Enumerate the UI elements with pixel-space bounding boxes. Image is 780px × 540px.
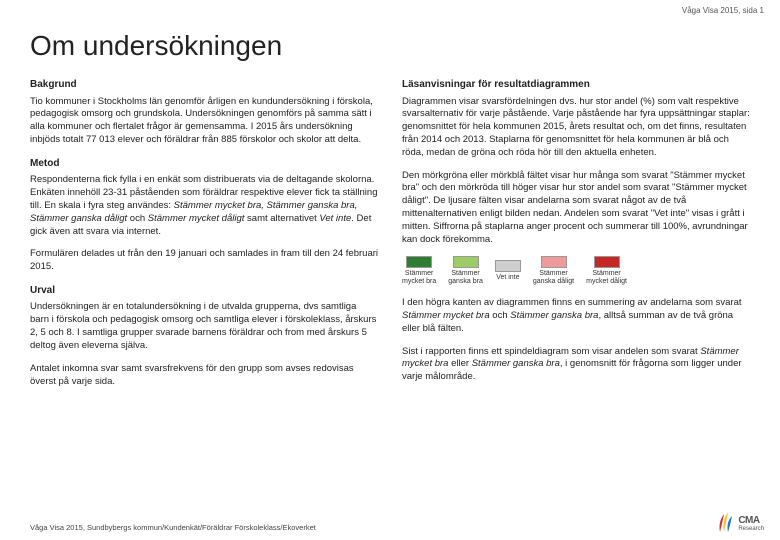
logo-bottom: Research [738,526,764,532]
para-bakgrund: Tio kommuner i Stockholms län genomför å… [30,96,378,147]
legend-item: Stämmerganska bra [448,256,483,285]
metod-1d: Stämmer mycket dåligt [148,213,245,224]
lasan-3d: Stämmer ganska bra [510,310,598,321]
metod-1f: Vet inte [319,213,351,224]
legend-label: Stämmer [405,270,433,277]
para-metod-1: Respondenterna fick fylla i en enkät som… [30,174,378,238]
para-lasan-3: I den högra kanten av diagrammen finns e… [402,297,750,335]
lasan-3a: I den högra kanten av diagrammen finns e… [402,297,742,308]
legend-label: Stämmer [592,270,620,277]
page-title: Om undersökningen [30,30,750,62]
column-left: Bakgrund Tio kommuner i Stockholms län g… [30,78,378,398]
page-header-right: Våga Visa 2015, sida 1 [682,6,764,15]
footer-left: Våga Visa 2015, Sundbybergs kommun/Kunde… [30,523,316,532]
lasan-4c: eller [448,358,471,369]
legend-label2: ganska bra [448,278,483,285]
legend-label: Stämmer [451,270,479,277]
legend-swatch [594,256,620,268]
para-metod-2: Formulären delades ut från den 19 januar… [30,248,378,274]
para-lasan-2: Den mörkgröna eller mörkblå fältet visar… [402,170,750,247]
legend-swatch [453,256,479,268]
heading-lasan: Läsanvisningar för resultatdiagrammen [402,78,750,92]
para-lasan-4: Sist i rapporten finns ett spindeldiagra… [402,346,750,384]
legend-item: Stämmermycket bra [402,256,436,285]
para-urval-2: Antalet inkomna svar samt svarsfrekvens … [30,363,378,389]
legend-label: Stämmer [539,270,567,277]
flame-icon [716,512,734,534]
legend-item: Vet inte [495,260,521,281]
logo: CMA Research [716,512,764,534]
logo-top: CMA [738,515,759,526]
logo-text: CMA Research [738,515,764,532]
legend-swatch [541,256,567,268]
para-urval-1: Undersökningen är en totalundersökning i… [30,301,378,352]
legend-swatch [406,256,432,268]
legend-item: Stämmermycket dåligt [586,256,627,285]
metod-1c: och [127,213,148,224]
legend-label: Vet inte [496,274,519,281]
legend-swatch [495,260,521,272]
page: Våga Visa 2015, sida 1 Om undersökningen… [0,0,780,540]
legend-label2: ganska dåligt [533,278,574,285]
metod-1e: samt alternativet [244,213,319,224]
lasan-4d: Stämmer ganska bra [472,358,560,369]
heading-metod: Metod [30,157,378,171]
lasan-3b: Stämmer mycket bra [402,310,490,321]
column-right: Läsanvisningar för resultatdiagrammen Di… [402,78,750,398]
heading-urval: Urval [30,284,378,298]
legend-label2: mycket dåligt [586,278,627,285]
legend-label2: mycket bra [402,278,436,285]
para-lasan-1: Diagrammen visar svarsfördelningen dvs. … [402,96,750,160]
lasan-3c: och [490,310,511,321]
legend-item: Stämmerganska dåligt [533,256,574,285]
legend: Stämmermycket bra Stämmerganska bra Vet … [402,256,750,285]
lasan-4a: Sist i rapporten finns ett spindeldiagra… [402,346,700,357]
heading-bakgrund: Bakgrund [30,78,378,92]
content-columns: Bakgrund Tio kommuner i Stockholms län g… [30,78,750,398]
